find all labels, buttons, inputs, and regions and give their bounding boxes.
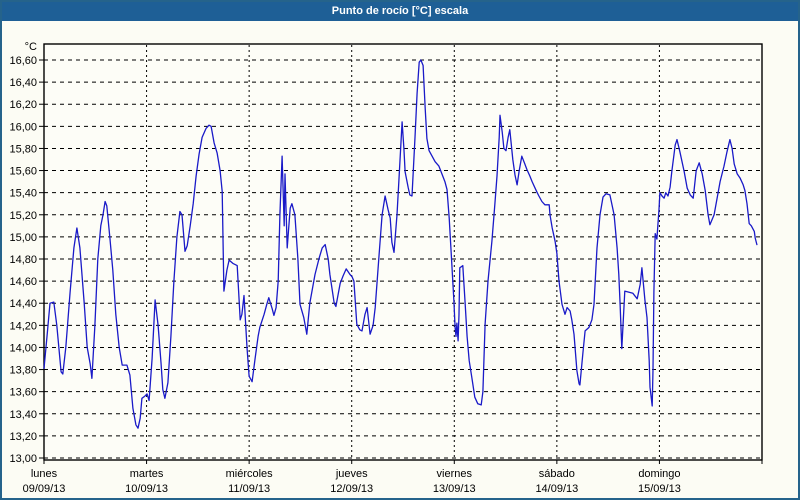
y-axis-label: 15,40 (9, 188, 37, 200)
plot-frame (43, 43, 763, 461)
x-axis-date-label: 11/09/13 (228, 483, 270, 495)
y-axis-label: 16,60 (9, 55, 37, 67)
x-axis-day-label: miércoles (226, 468, 274, 480)
y-axis-label: 14,60 (9, 276, 37, 288)
y-axis-label: 13,40 (9, 409, 37, 421)
x-axis-day-label: jueves (335, 468, 368, 480)
x-axis-date-label: 12/09/13 (330, 483, 373, 495)
y-axis-label: 13,00 (9, 453, 37, 465)
y-axis-unit-label: °C (25, 41, 37, 53)
x-axis-day-label: lunes (31, 468, 58, 480)
y-axis-label: 16,40 (9, 77, 37, 89)
y-axis-label: 15,80 (9, 143, 37, 155)
y-axis-label: 16,00 (9, 121, 37, 133)
y-axis-label: 13,20 (9, 431, 37, 443)
title-bar: Punto de rocío [°C] escala (2, 2, 798, 21)
y-axis-label: 14,40 (9, 298, 37, 310)
y-axis-label: 15,20 (9, 210, 37, 222)
y-axis-label: 14,80 (9, 254, 37, 266)
y-axis-label: 15,60 (9, 166, 37, 178)
x-axis-date-label: 09/09/13 (23, 483, 66, 495)
y-axis-label: 14,00 (9, 342, 37, 354)
y-axis-label: 13,60 (9, 387, 37, 399)
x-axis-date-label: 14/09/13 (535, 483, 578, 495)
x-axis-date-label: 10/09/13 (125, 483, 168, 495)
x-axis-date-label: 13/09/13 (433, 483, 476, 495)
y-axis-label: 15,00 (9, 232, 37, 244)
y-axis-label: 13,80 (9, 365, 37, 377)
x-axis-day-label: martes (130, 468, 164, 480)
window-title: Punto de rocío [°C] escala (331, 5, 469, 17)
y-axis-label: 16,20 (9, 99, 37, 111)
x-axis-day-label: domingo (638, 468, 680, 480)
x-axis-day-label: sábado (539, 468, 575, 480)
x-axis-day-label: viernes (437, 468, 473, 480)
x-axis-date-label: 15/09/13 (638, 483, 681, 495)
dew-point-line (43, 59, 758, 429)
y-axis-label: 14,20 (9, 320, 37, 332)
